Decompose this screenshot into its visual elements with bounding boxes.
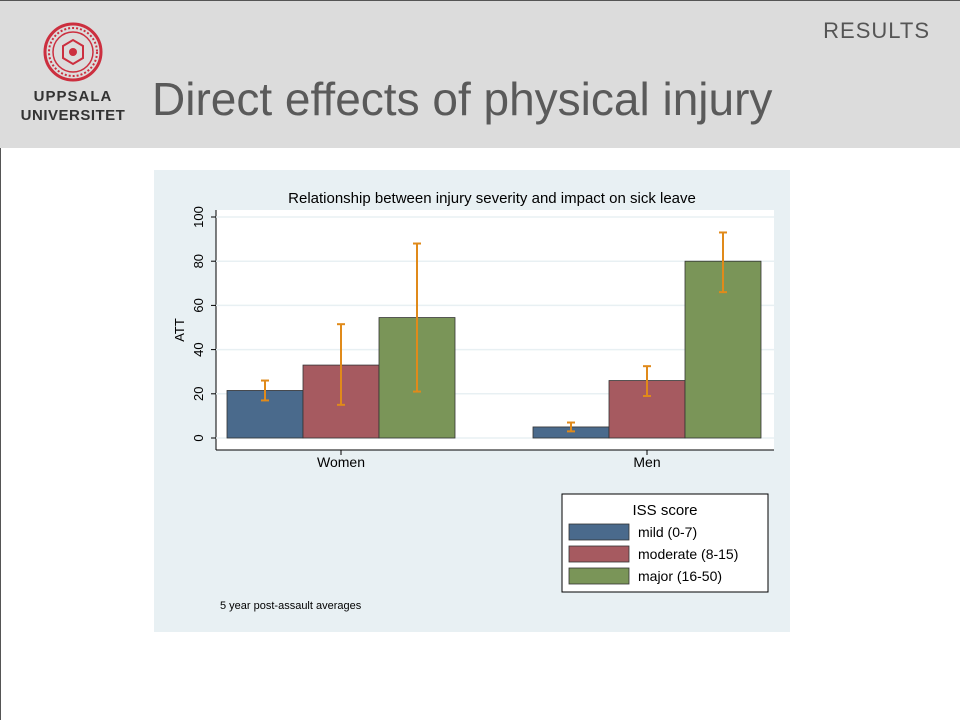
y-tick-label: 80 [191,254,206,268]
section-label: RESULTS [823,18,930,43]
error-bars [261,231,727,433]
header-band [0,0,960,148]
legend: ISS score mild (0-7) moderate (8-15) major… [561,493,769,593]
x-tick-label: Women [317,454,365,470]
y-ticks: 0 20 40 60 80 100 [191,206,216,442]
y-axis-label: ATT [172,318,187,342]
legend-swatch [568,567,630,585]
x-ticks: Women Men [317,450,661,470]
legend-label: major (16-50) [638,568,722,584]
y-tick-label: 60 [191,298,206,312]
chart-container: Relationship between injury severity and… [154,170,790,632]
uppsala-logo: UPPSALA UNIVERSITET [21,22,126,124]
university-seal-icon [43,22,103,82]
left-border [0,148,1,720]
legend-label: mild (0-7) [638,524,697,540]
bar-chart: Relationship between injury severity and… [154,170,790,632]
legend-label: moderate (8-15) [638,546,738,562]
y-tick-label: 0 [191,434,206,441]
y-tick-label: 20 [191,387,206,401]
legend-items: mild (0-7) moderate (8-15) major (16-50) [568,523,738,585]
chart-title: Relationship between injury severity and… [288,190,696,207]
logo-line2: UNIVERSITET [21,107,126,124]
slide-title: Direct effects of physical injury [152,73,773,125]
logo-line1: UPPSALA [34,88,113,105]
legend-swatch [568,545,630,563]
chart-note: 5 year post-assault averages [220,600,362,612]
legend-swatch [568,523,630,541]
y-tick-label: 100 [191,206,206,228]
legend-title: ISS score [632,502,697,519]
y-tick-label: 40 [191,342,206,356]
x-tick-label: Men [633,454,660,470]
